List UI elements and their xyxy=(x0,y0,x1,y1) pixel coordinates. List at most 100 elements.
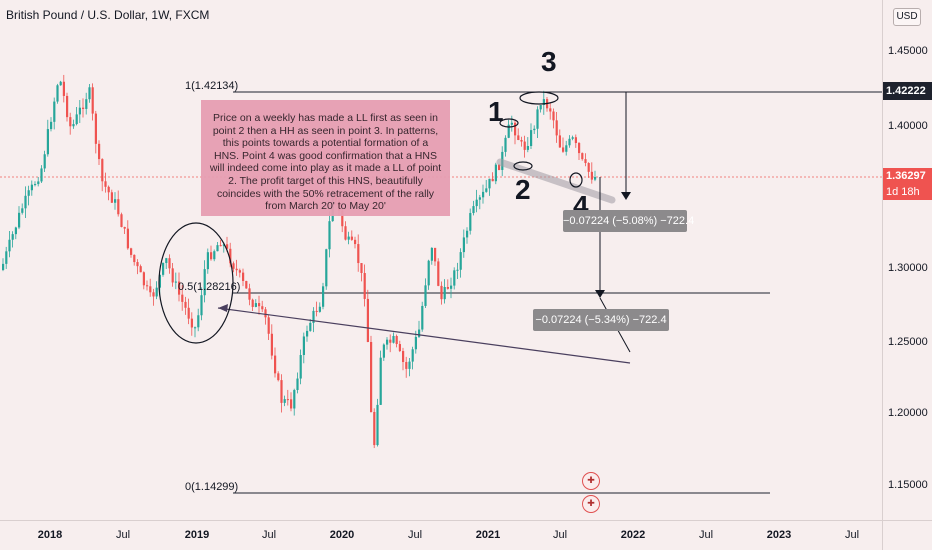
candle-body xyxy=(504,137,507,152)
time-tick: Jul xyxy=(552,529,568,541)
candle-body xyxy=(43,154,46,169)
candle-body xyxy=(594,177,597,180)
candle-body xyxy=(91,87,94,114)
candle-body xyxy=(155,287,158,297)
time-tick: Jul xyxy=(844,529,860,541)
candle-body xyxy=(283,399,286,403)
candle-body xyxy=(168,258,171,269)
candle-body xyxy=(50,121,53,130)
wave-label-3: 3 xyxy=(541,46,557,77)
wave-2-marker[interactable] xyxy=(513,161,533,171)
candle-body xyxy=(402,351,405,363)
candle-body xyxy=(107,186,110,193)
candle-body xyxy=(472,206,475,214)
candle-body xyxy=(306,330,309,337)
candle-body xyxy=(357,244,360,264)
candle-body xyxy=(261,306,264,310)
axis-corner xyxy=(882,520,932,550)
candle-body xyxy=(8,239,11,252)
candle-body xyxy=(389,339,392,343)
wave-4-marker[interactable] xyxy=(569,172,583,188)
measure-1-arrow-icon xyxy=(621,192,631,200)
candle-body xyxy=(590,171,593,180)
candle-body xyxy=(82,107,85,109)
candle-body xyxy=(562,147,565,152)
candle-body xyxy=(232,263,235,269)
candle-body xyxy=(421,305,424,330)
candle-body xyxy=(171,268,174,283)
candle-body xyxy=(274,355,277,374)
candle-body xyxy=(437,261,440,286)
candle-body xyxy=(434,247,437,262)
wave-3-marker[interactable] xyxy=(519,91,559,105)
candle-body xyxy=(523,141,526,150)
time-tick: Jul xyxy=(698,529,714,541)
candle-body xyxy=(242,272,245,282)
candle-body xyxy=(280,380,283,403)
candle-body xyxy=(507,124,510,138)
candle-body xyxy=(386,339,389,345)
candle-body xyxy=(510,122,513,125)
candle-body xyxy=(24,195,27,209)
candle-body xyxy=(37,181,40,185)
fib-label-05: 0.5(1.28216) xyxy=(178,281,241,293)
candle-body xyxy=(526,146,529,150)
candle-body xyxy=(584,159,587,164)
candle-body xyxy=(104,181,107,187)
time-tick: 2022 xyxy=(620,529,646,541)
candle-body xyxy=(366,298,369,342)
price-chart-canvas[interactable] xyxy=(0,0,882,520)
candle-body xyxy=(418,329,421,337)
candle-body xyxy=(450,285,453,289)
candle-body xyxy=(427,260,430,286)
candle-body xyxy=(187,307,190,319)
candle-body xyxy=(459,252,462,270)
highlight-ellipse[interactable] xyxy=(158,222,234,344)
candle-body xyxy=(210,252,213,260)
candle-body xyxy=(162,262,165,275)
chart-pane[interactable]: British Pound / U.S. Dollar, 1W, FXCM Pr… xyxy=(0,0,882,520)
candle-body xyxy=(549,108,552,112)
candle-body xyxy=(40,168,43,182)
candle-body xyxy=(98,143,101,160)
analysis-note[interactable]: Price on a weekly has made a LL first as… xyxy=(201,100,450,216)
candle-body xyxy=(360,263,363,274)
candlestick-series xyxy=(2,74,597,449)
candle-body xyxy=(18,212,21,228)
gb-flag-icon[interactable]: ✚ xyxy=(582,472,600,490)
measure-2-label[interactable]: −0.07224 (−5.34%) −722.4 xyxy=(533,309,669,331)
price-axis[interactable] xyxy=(882,0,932,520)
currency-selector[interactable]: USD xyxy=(893,8,921,26)
symbol-title[interactable]: British Pound / U.S. Dollar, 1W, FXCM xyxy=(6,8,210,22)
candle-body xyxy=(443,287,446,300)
candle-body xyxy=(174,281,177,283)
trendline[interactable] xyxy=(217,307,631,364)
time-axis[interactable] xyxy=(0,520,882,550)
candle-body xyxy=(395,335,398,345)
current-price-label: 1.36297 xyxy=(883,168,932,184)
candle-body xyxy=(555,120,558,136)
time-tick: 2021 xyxy=(475,529,501,541)
candle-body xyxy=(101,159,104,182)
candle-body xyxy=(53,101,56,122)
gb-flag-icon[interactable]: ✚ xyxy=(582,495,600,513)
price-tick: 1.30000 xyxy=(888,262,928,274)
wave-1-marker[interactable] xyxy=(499,118,519,128)
candle-body xyxy=(290,399,293,409)
candle-body xyxy=(574,137,577,144)
candle-body xyxy=(322,286,325,307)
candle-body xyxy=(117,199,120,215)
candle-body xyxy=(299,355,302,379)
hns-neckline[interactable] xyxy=(496,158,616,204)
wave-label-1: 1 xyxy=(488,96,504,127)
level-price-label: 1.42222 xyxy=(883,82,932,100)
candle-body xyxy=(315,310,318,312)
candle-body xyxy=(392,335,395,343)
candle-body xyxy=(370,341,373,413)
candle-body xyxy=(382,344,385,358)
measure-1-label[interactable]: −0.07224 (−5.08%) −722.4 xyxy=(563,210,694,232)
candle-body xyxy=(120,214,123,227)
candle-body xyxy=(235,268,238,271)
candle-body xyxy=(453,270,456,286)
